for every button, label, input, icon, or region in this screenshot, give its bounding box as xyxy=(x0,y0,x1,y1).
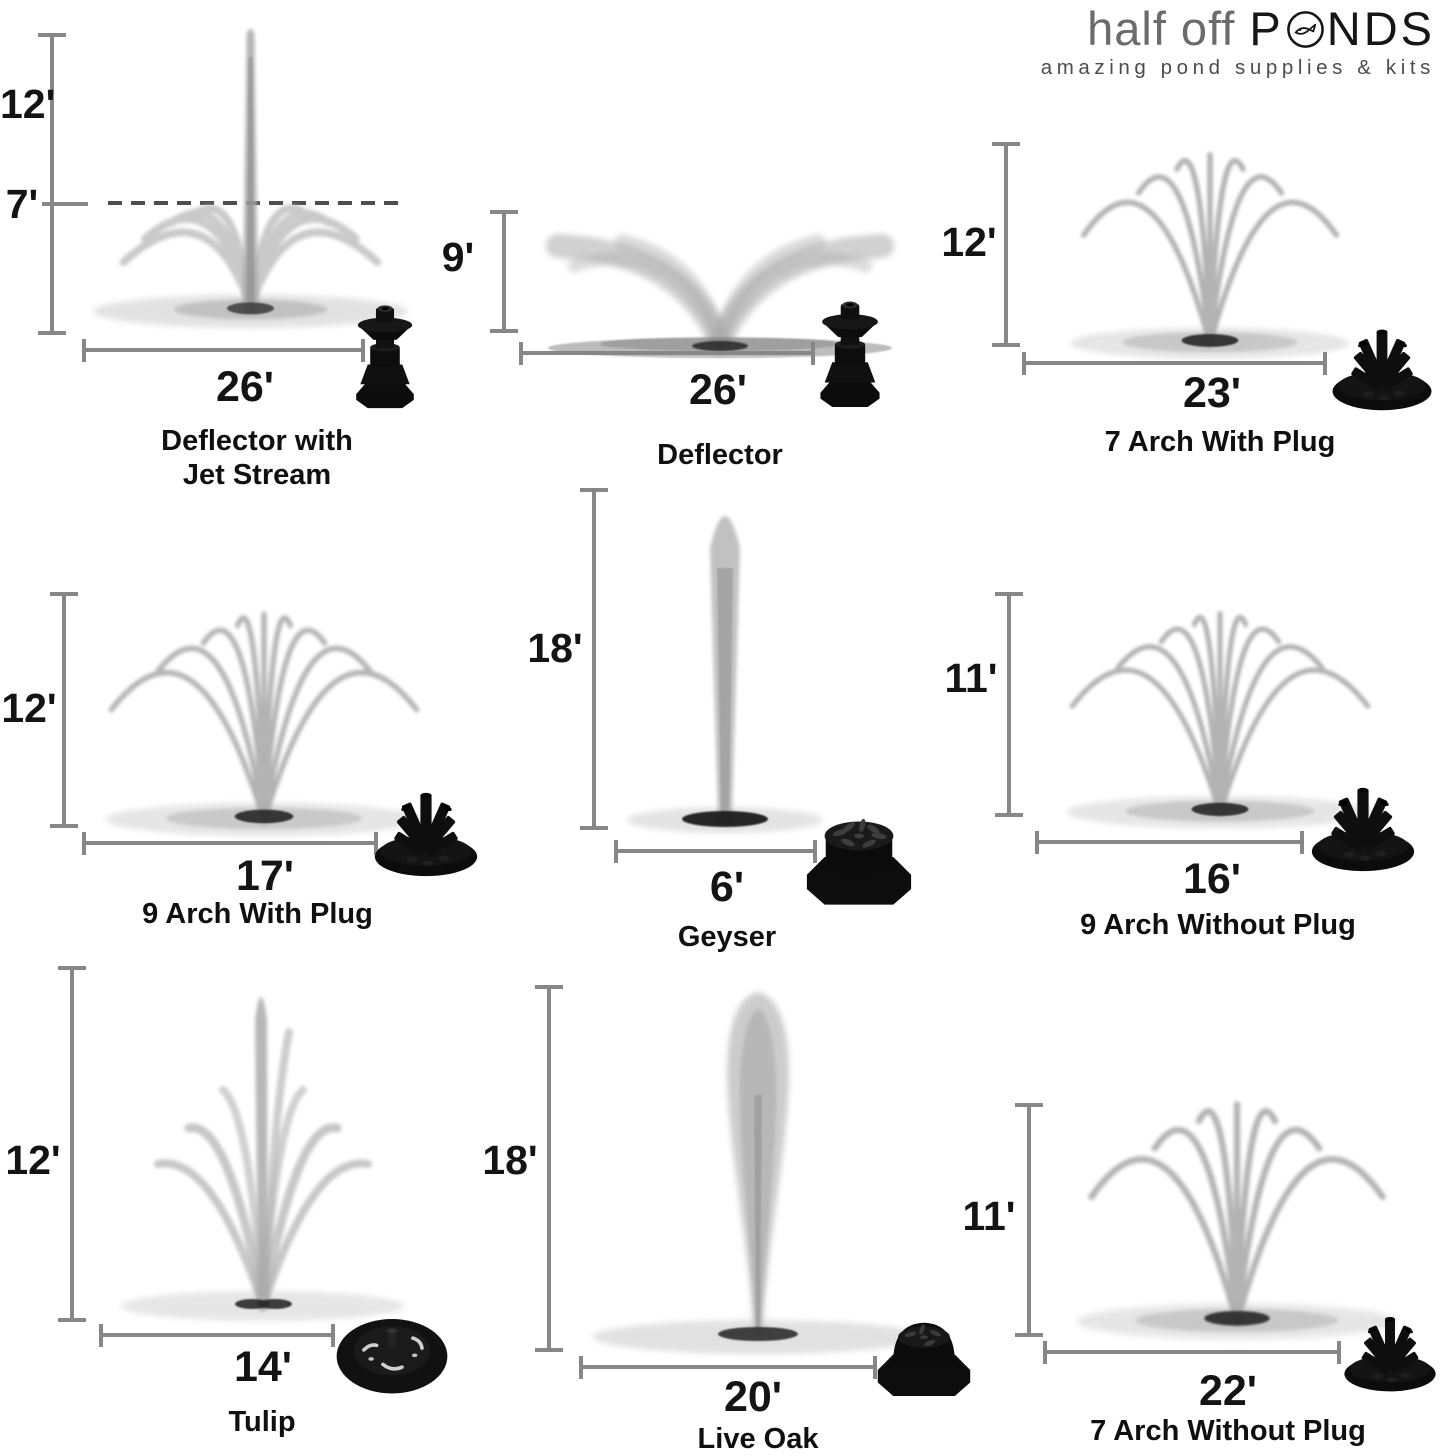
height-label: 12' xyxy=(5,1137,61,1183)
panel-title: Deflector with Jet Stream xyxy=(112,424,402,492)
width-label: 22' xyxy=(1198,1367,1258,1415)
width-measure-line xyxy=(519,342,815,365)
height-label: 18' xyxy=(482,1137,538,1183)
height-measure-line xyxy=(38,33,66,335)
panel-title: Tulip xyxy=(228,1406,296,1438)
7-arch-spray-illustration xyxy=(1045,138,1375,367)
height-measure-line xyxy=(580,488,608,830)
jet-height-tick xyxy=(42,202,88,206)
width-label: 17' xyxy=(235,852,295,900)
panel-title: Live Oak xyxy=(697,1423,819,1455)
geyser-slotted-cap-nozzle-icon xyxy=(798,806,920,908)
panel-title: 9 Arch With Plug xyxy=(142,898,373,930)
width-measure-line xyxy=(82,832,378,855)
height-measure-line xyxy=(490,210,518,333)
height-measure-line xyxy=(992,142,1020,347)
panel-title: 9 Arch Without Plug xyxy=(1080,909,1356,941)
height-measure-line xyxy=(535,985,563,1352)
height-label: 12' xyxy=(941,219,997,265)
width-label: 14' xyxy=(233,1343,293,1391)
height-label: 18' xyxy=(527,625,583,671)
height-label: 12' xyxy=(1,685,57,731)
width-label: 6' xyxy=(709,863,745,911)
width-label: 16' xyxy=(1182,855,1242,903)
height-label: 12' xyxy=(0,81,56,127)
arch-cluster-nozzle-icon xyxy=(1307,780,1419,873)
brand-tagline: amazing pond supplies & kits xyxy=(1040,56,1435,80)
panel-title: 7 Arch With Plug xyxy=(1104,426,1336,458)
live-oak-plume-spray-illustration xyxy=(578,975,938,1360)
jet-height-label: 7' xyxy=(5,181,39,227)
brand-dark-text-pre: P xyxy=(1249,2,1284,55)
width-measure-line xyxy=(1035,831,1304,854)
tulip-disc-nozzle-icon xyxy=(333,1308,451,1399)
brand-wordmark: half off P NDS xyxy=(1041,4,1435,53)
deflector-nozzle-icon xyxy=(348,302,422,409)
height-measure-line xyxy=(995,592,1023,817)
jet-stream-with-deflector-spray-illustration xyxy=(78,18,423,333)
panel-title: Deflector xyxy=(657,439,783,471)
height-measure-line xyxy=(58,966,86,1322)
width-label: 23' xyxy=(1182,369,1242,417)
width-measure-line xyxy=(614,840,817,863)
panel-title: Geyser xyxy=(677,921,777,953)
dome-slotted-cap-nozzle-icon xyxy=(872,1312,976,1399)
height-label: 11' xyxy=(944,655,998,701)
arch-cluster-nozzle-icon xyxy=(1328,322,1436,412)
brand-light-text: half off xyxy=(1087,2,1250,55)
panel-title-line2: Jet Stream xyxy=(182,459,332,491)
width-measure-line xyxy=(1043,1341,1341,1364)
height-label: 9' xyxy=(441,234,475,280)
height-label: 11' xyxy=(962,1193,1016,1239)
width-measure-line xyxy=(1022,352,1327,375)
width-measure-line xyxy=(82,339,365,362)
width-label: 26' xyxy=(215,363,275,411)
panel-title: 7 Arch Without Plug xyxy=(1090,1415,1366,1447)
width-measure-line xyxy=(579,1356,877,1379)
arch-cluster-nozzle-icon xyxy=(1340,1310,1440,1393)
height-measure-line xyxy=(1015,1103,1043,1337)
width-label: 26' xyxy=(688,366,748,414)
brand-dark-text-post: NDS xyxy=(1326,2,1435,55)
width-label: 20' xyxy=(723,1373,783,1421)
height-measure-line xyxy=(50,592,78,828)
fish-in-letter-o-icon xyxy=(1286,11,1324,48)
brand-logo: half off P NDS amazing pond supplies & k… xyxy=(1041,4,1435,80)
geyser-column-spray-illustration xyxy=(605,478,845,838)
width-measure-line xyxy=(99,1324,335,1347)
panel-title-line1: Deflector with xyxy=(161,425,353,457)
tulip-spike-spray-illustration xyxy=(103,962,423,1332)
deflector-nozzle-icon xyxy=(812,298,888,408)
arch-cluster-nozzle-icon xyxy=(370,785,482,878)
